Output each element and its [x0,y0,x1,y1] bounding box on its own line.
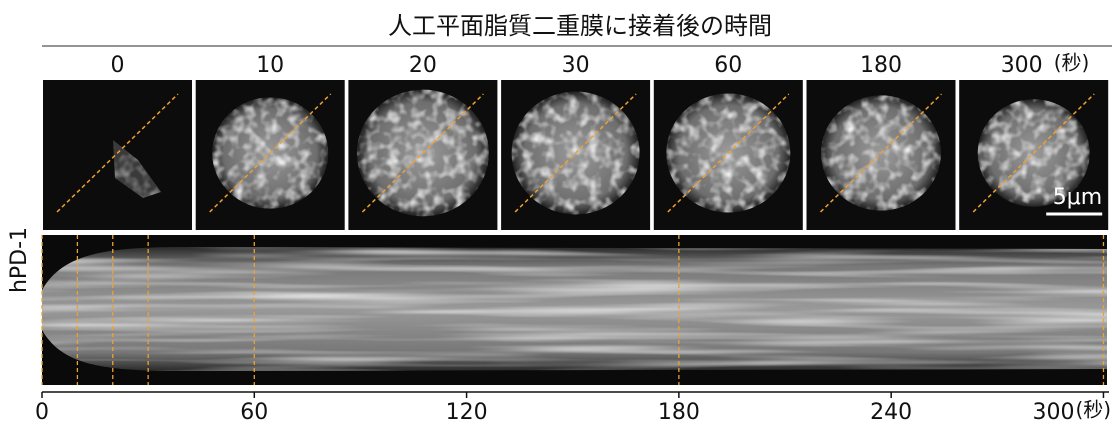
line-scan-path [972,93,1095,213]
x-tick-label: 120 [446,400,488,425]
frame-time-label: 60 [714,53,742,78]
channel-label: hPD-1 [7,227,32,293]
line-scan-path [56,93,179,213]
frame-time-label: 180 [860,53,902,78]
line-scan-path [514,93,637,213]
kymograph-streaks [42,247,1107,371]
frame-time-label: 10 [256,53,284,78]
time-unit: (秒) [1054,51,1090,75]
x-tick-label: 180 [658,400,700,425]
x-tick-label: 0 [35,400,49,425]
line-scan-path [819,93,943,213]
figure-title: 人工平面脂質二重膜に接着後の時間 [388,12,772,40]
x-tick-label: 60 [240,400,268,425]
frame-time-label: 0 [111,53,125,78]
line-scan-path [361,93,484,213]
x-tick-label: 300 [1032,400,1074,425]
frame-time-label: 300 [1001,53,1043,78]
line-scan-path [667,93,790,213]
frame-time-label: 20 [409,53,437,78]
time-axis: 0 60 120 180 240 300 (秒) [35,391,1111,425]
frame-panels: 0 10 20 30 60 180 300 (秒) 5μm [43,51,1109,230]
x-tick-label: 240 [870,400,912,425]
scale-bar-label: 5μm [1053,185,1102,210]
kymograph [41,235,1107,385]
line-scan-path [209,93,332,213]
frame-time-label: 30 [562,53,590,78]
axis-unit: (秒) [1075,398,1111,422]
